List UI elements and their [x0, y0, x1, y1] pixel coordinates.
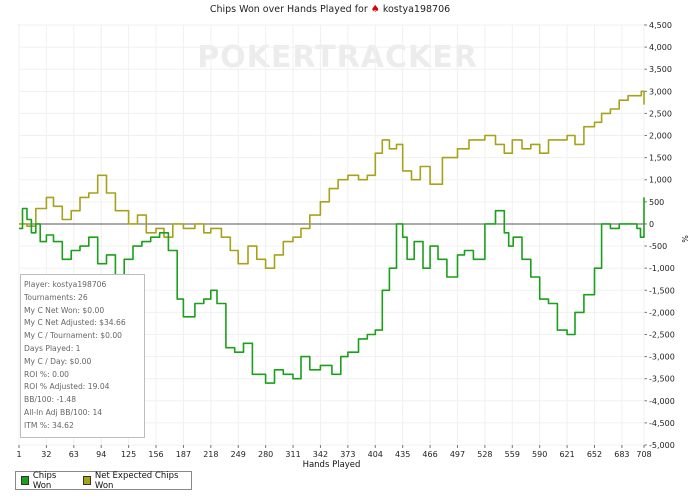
series-line-chips-won: [19, 197, 645, 384]
x-tick-label: 94: [96, 450, 106, 459]
watermark-text: POKERTRACKER: [197, 40, 478, 75]
y-tick-label: -4,000: [649, 397, 675, 406]
x-tick-label: 125: [121, 450, 136, 459]
y-tick-label: -3,500: [649, 375, 675, 384]
y-tick-label: -2,000: [649, 308, 675, 317]
legend-item[interactable]: Net Expected Chips Won: [83, 471, 183, 491]
stat-line: BB/100: -1.48: [24, 395, 77, 405]
stat-line: My C Net Won: $0.00: [24, 305, 105, 315]
x-tick-label: 249: [231, 450, 246, 459]
stat-line: Days Played: 1: [24, 343, 81, 353]
stat-line: Tournaments: 26: [24, 292, 88, 302]
y-tick-label: 1,000: [649, 176, 672, 185]
y-tick-label: -500: [649, 242, 667, 251]
y-tick-label: -2,500: [649, 330, 675, 339]
stat-line: All-In Adj BB/100: 14: [24, 407, 103, 417]
stat-line: Player: kostya198706: [24, 280, 107, 289]
x-tick-label: 590: [532, 450, 547, 459]
x-tick-label: 559: [505, 450, 520, 459]
y-tick-label: -4,500: [649, 419, 675, 428]
x-tick-label: 187: [176, 450, 191, 459]
y-tick-label: 0: [649, 220, 654, 229]
stat-line: My C / Tournament: $0.00: [24, 331, 122, 341]
x-tick-label: 683: [614, 450, 629, 459]
stat-line: My C / Day: $0.00: [24, 356, 92, 366]
x-tick-label: 497: [450, 450, 465, 459]
legend-item[interactable]: Chips Won: [21, 471, 70, 491]
player-name: kostya198706: [382, 4, 451, 15]
y-tick-label: 3,000: [649, 87, 672, 96]
title-text: Chips Won over Hands Played for: [209, 4, 368, 15]
y-tick-label: -5,000: [649, 441, 675, 450]
series-line-net-expected-chips-won: [19, 90, 645, 269]
x-tick-label: 404: [368, 450, 383, 459]
x-tick-label: 1: [16, 450, 21, 459]
y-tick-label: 500: [649, 198, 664, 207]
x-tick-label: 63: [69, 450, 79, 459]
x-tick-label: 156: [148, 450, 163, 459]
chart-title: Chips Won over Hands Played for ♠ kostya…: [0, 4, 660, 15]
x-axis-label: Hands Played: [303, 460, 361, 470]
x-tick-label: 373: [340, 450, 355, 459]
x-tick-label: 311: [285, 450, 300, 459]
x-tick-label: 342: [313, 450, 328, 459]
x-tick-label: 652: [587, 450, 602, 459]
x-tick-label: 32: [41, 450, 51, 459]
stat-line: ITM %: 34.62: [24, 420, 74, 430]
spade-suit-icon: ♠: [370, 4, 380, 15]
legend: Chips Won Net Expected Chips Won: [15, 471, 192, 491]
y-tick-label: 3,500: [649, 65, 672, 74]
x-tick-label: 435: [395, 450, 410, 459]
x-tick-label: 280: [258, 450, 273, 459]
legend-label: Chips Won: [32, 470, 57, 491]
x-tick-label: 466: [422, 450, 437, 459]
x-tick-label: 708: [636, 450, 651, 459]
y-tick-label: 2,000: [649, 132, 672, 141]
stat-line: ROI %: 0.00: [24, 369, 70, 379]
y-tick-label: 4,000: [649, 43, 672, 52]
x-tick-label: 621: [559, 450, 574, 459]
stat-line: My C Net Adjusted: $34.66: [24, 318, 126, 328]
legend-swatch: [21, 476, 29, 485]
stats-panel: Player: kostya198706 Tournaments: 26 My C …: [20, 274, 145, 438]
y-tick-label: -3,000: [649, 353, 675, 362]
y-tick-label: 1,500: [649, 154, 672, 163]
y-axis-unit-label: %: [680, 235, 689, 243]
y-tick-label: -1,500: [649, 286, 675, 295]
y-tick-label: 4,500: [649, 21, 672, 30]
legend-swatch: [83, 476, 91, 485]
stat-line: ROI % Adjusted: 19.04: [24, 382, 110, 392]
y-tick-label: 2,500: [649, 109, 672, 118]
x-tick-label: 528: [477, 450, 492, 459]
legend-label: Net Expected Chips Won: [94, 470, 179, 491]
x-tick-label: 218: [203, 450, 218, 459]
y-tick-label: -1,000: [649, 264, 675, 273]
